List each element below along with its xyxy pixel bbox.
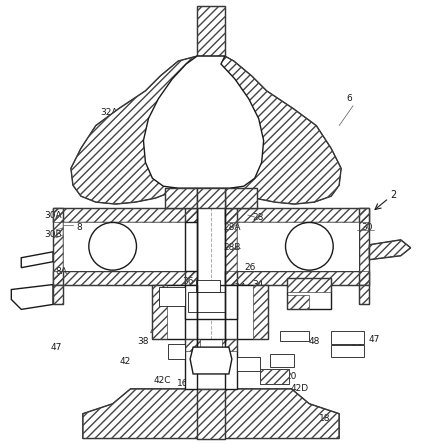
Text: 28: 28 [252,214,263,222]
Text: 18: 18 [319,414,330,423]
Text: 32A: 32A [100,108,117,117]
Text: 42C: 42C [154,377,171,385]
Polygon shape [71,56,341,204]
Polygon shape [152,285,185,339]
Text: 22: 22 [200,412,211,421]
Polygon shape [185,222,197,271]
Polygon shape [369,240,411,260]
Text: 2: 2 [391,190,397,200]
Polygon shape [197,389,225,439]
Text: 54: 54 [352,343,363,352]
Text: 42A: 42A [229,283,246,292]
Text: 47: 47 [368,335,380,344]
Polygon shape [196,280,220,293]
Polygon shape [225,208,369,222]
Polygon shape [197,6,225,56]
Polygon shape [53,208,197,222]
Text: 10: 10 [194,188,206,197]
Text: 42: 42 [120,357,131,365]
Text: 4A: 4A [246,298,257,307]
Polygon shape [165,188,197,208]
Polygon shape [225,188,257,208]
Polygon shape [287,278,331,309]
Text: 32: 32 [106,242,120,252]
Text: 8A: 8A [55,267,67,276]
Text: 47: 47 [50,343,62,352]
Text: 30B: 30B [44,230,62,239]
Polygon shape [237,357,260,371]
Polygon shape [359,285,369,305]
Polygon shape [160,286,185,306]
Text: 28B: 28B [223,243,241,252]
Polygon shape [331,331,364,344]
Text: 8: 8 [76,223,82,232]
Text: 26: 26 [244,263,255,272]
Text: 42D: 42D [290,385,308,393]
Polygon shape [237,285,268,339]
Text: 16: 16 [177,379,189,388]
Polygon shape [185,208,197,285]
Text: 34: 34 [252,280,263,289]
Text: 50: 50 [157,297,168,306]
Polygon shape [63,222,185,271]
Text: 4: 4 [218,188,224,197]
Text: 52: 52 [279,357,290,365]
Text: Z: Z [206,8,216,21]
Text: 6: 6 [346,94,352,103]
Text: 44: 44 [306,280,317,289]
Polygon shape [331,345,364,357]
Polygon shape [279,331,309,341]
Text: 28A: 28A [223,223,241,232]
Polygon shape [185,339,237,389]
Text: Z: Z [206,427,216,440]
Polygon shape [83,389,339,439]
Polygon shape [53,208,63,285]
Polygon shape [270,354,295,367]
Text: 30: 30 [361,223,373,232]
Polygon shape [53,285,63,305]
Polygon shape [11,285,53,309]
Text: 42B: 42B [229,297,246,306]
Polygon shape [237,222,359,271]
Polygon shape [21,252,53,268]
Text: 36: 36 [182,277,194,286]
Text: 46: 46 [150,327,161,336]
Text: 14: 14 [206,355,216,364]
Polygon shape [359,208,369,285]
Text: 48: 48 [308,337,320,346]
Text: 12: 12 [187,111,198,120]
Polygon shape [143,56,264,188]
Polygon shape [168,344,185,359]
Polygon shape [185,285,237,319]
Text: 38: 38 [138,337,149,346]
Polygon shape [190,347,232,374]
Circle shape [89,222,136,270]
Text: 20: 20 [286,373,297,381]
Polygon shape [225,271,369,285]
Polygon shape [53,271,197,285]
Polygon shape [188,293,225,313]
Polygon shape [197,188,225,208]
Circle shape [286,222,333,270]
Text: 30A: 30A [44,210,62,219]
Text: 40: 40 [201,303,213,312]
Text: 24: 24 [239,305,250,314]
Polygon shape [260,369,289,384]
Polygon shape [225,208,237,285]
